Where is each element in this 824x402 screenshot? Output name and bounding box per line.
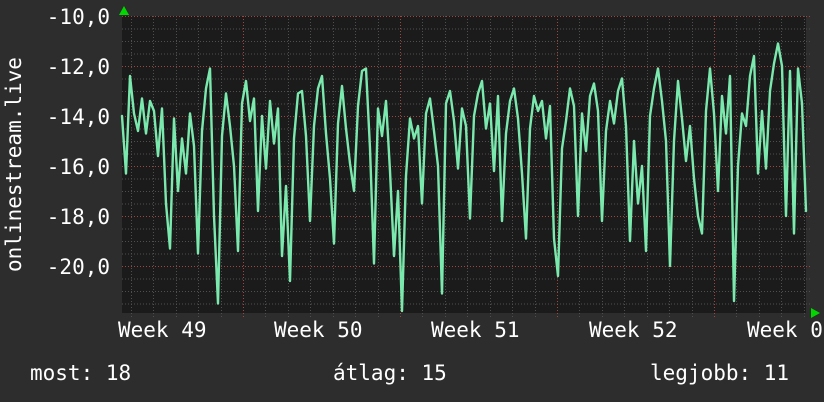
y-axis-title: onlinestream.live	[2, 57, 26, 272]
y-tick-label: -10,0	[46, 5, 110, 29]
y-tick-label: -16,0	[46, 155, 110, 179]
y-tick-label: -20,0	[46, 255, 110, 279]
x-tick-label: Week 52	[589, 318, 678, 342]
y-axis-arrow-icon	[119, 6, 129, 15]
stat-best: legjobb: 11	[650, 361, 790, 385]
data-series-line	[120, 42, 808, 313]
x-tick-label: Week 0	[747, 318, 823, 342]
y-tick-label: -12,0	[46, 55, 110, 79]
stat-current: most: 18	[30, 361, 132, 385]
x-axis-arrow-icon	[811, 308, 820, 318]
y-tick-label: -18,0	[46, 205, 110, 229]
x-tick-label: Week 49	[118, 318, 207, 342]
x-tick-label: Week 51	[431, 318, 520, 342]
y-tick-label: -14,0	[46, 105, 110, 129]
stat-average: átlag: 15	[333, 361, 447, 385]
x-tick-label: Week 50	[274, 318, 363, 342]
